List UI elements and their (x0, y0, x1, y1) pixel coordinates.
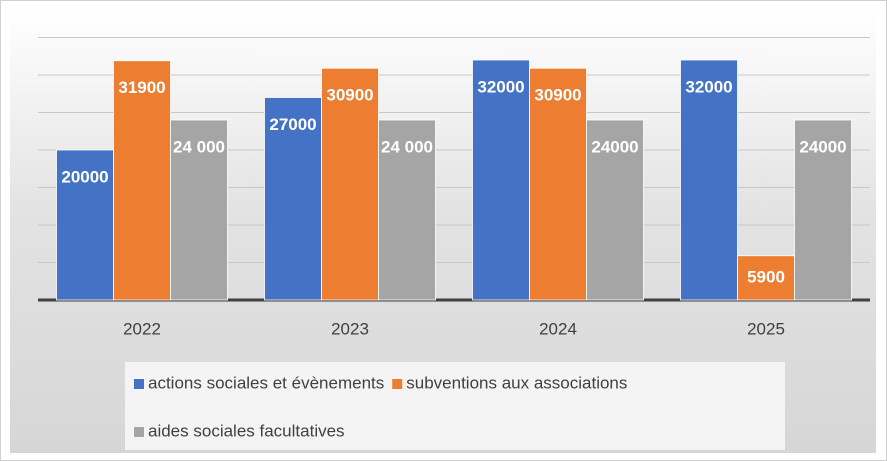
bar (113, 60, 171, 301)
x-tick-label: 2024 (539, 319, 577, 338)
legend-box (125, 362, 785, 450)
bar (472, 59, 530, 301)
value-label: 20000 (61, 167, 108, 186)
value-label: 30900 (326, 86, 373, 105)
legend-label: aides sociales facultatives (148, 421, 345, 440)
value-label: 24 000 (381, 137, 433, 156)
legend-label: actions sociales et évènements (148, 373, 384, 392)
value-label: 5900 (747, 267, 785, 286)
bar (378, 119, 436, 301)
bar (264, 97, 322, 301)
value-label: 32000 (685, 77, 732, 96)
value-label: 27000 (269, 115, 316, 134)
value-label: 24000 (799, 137, 846, 156)
bar (794, 119, 852, 301)
bar (321, 67, 379, 301)
bar (737, 255, 795, 301)
x-tick-label: 2022 (123, 319, 161, 338)
bar (586, 119, 644, 301)
value-label: 32000 (477, 77, 524, 96)
legend-label: subventions aux associations (406, 373, 627, 392)
legend-swatch (392, 379, 403, 389)
legend-swatch (134, 379, 144, 389)
x-tick-label: 2025 (747, 319, 785, 338)
value-label: 30900 (534, 86, 581, 105)
bar (170, 119, 228, 301)
value-label: 24 000 (173, 137, 225, 156)
legend-swatch (134, 427, 144, 437)
value-label: 31900 (118, 78, 165, 97)
x-tick-label: 2023 (331, 319, 369, 338)
bar (680, 59, 738, 301)
value-label: 24000 (591, 137, 638, 156)
bar (529, 67, 587, 301)
